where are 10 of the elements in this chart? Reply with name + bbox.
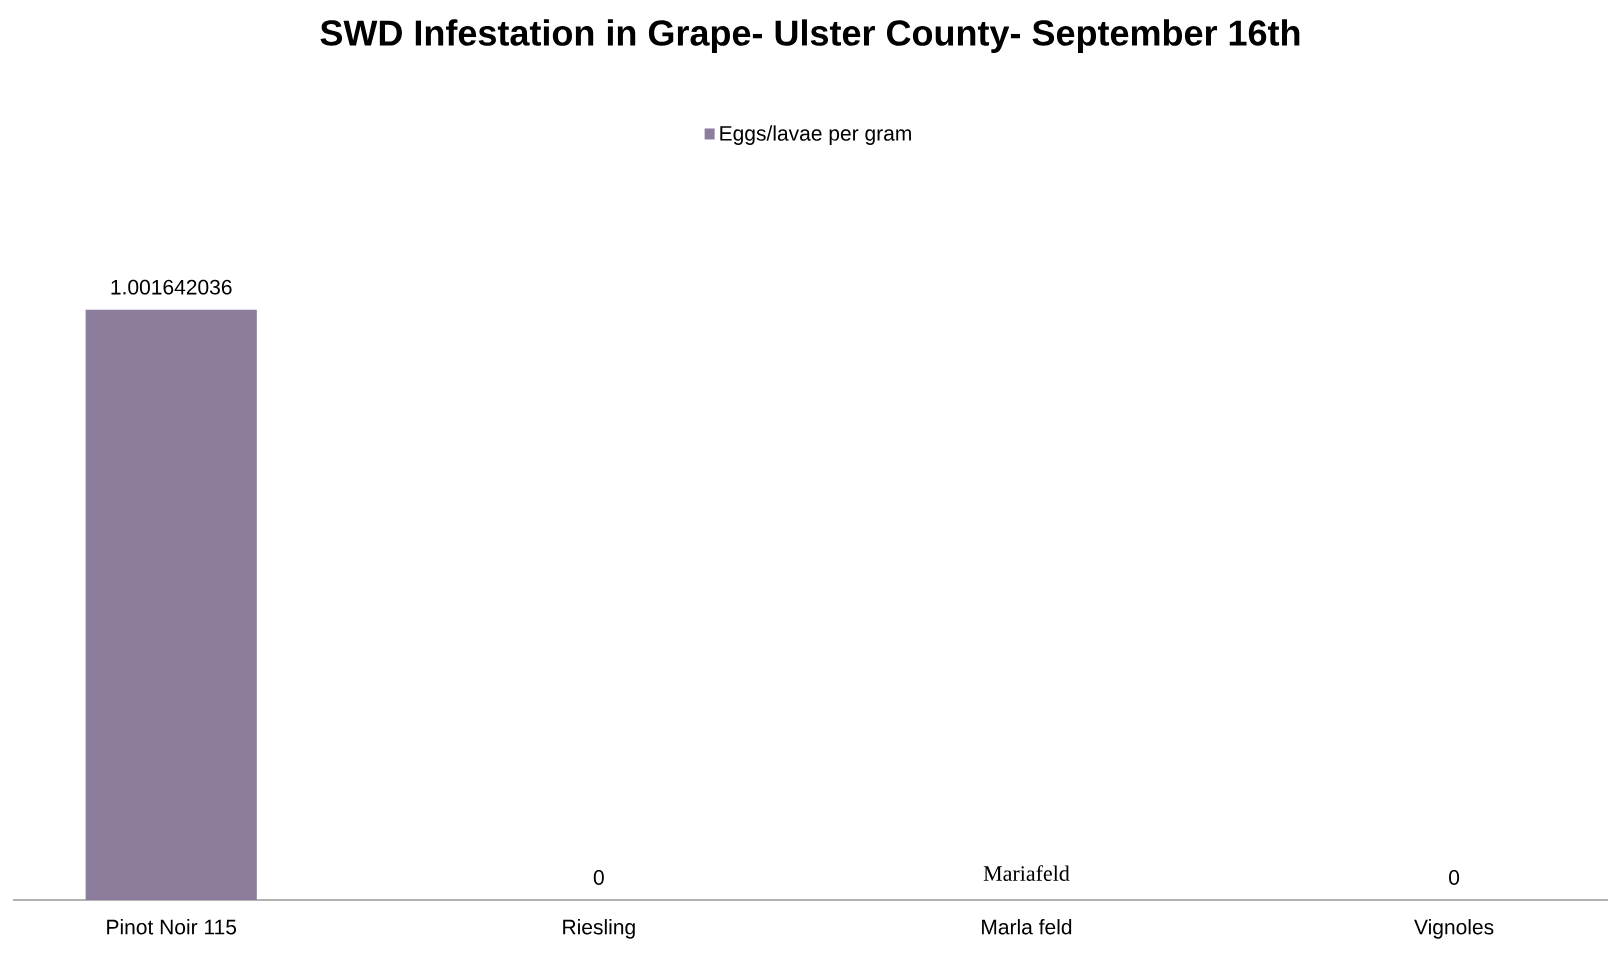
data-label: 1.001642036 — [111, 279, 232, 295]
annotation: Mariafeld — [983, 865, 1070, 881]
chart-title: SWD Infestation in Grape- Ulster County- September 16th — [320, 19, 1300, 53]
data-label: 0 — [1449, 870, 1460, 885]
legend-label: Eggs/lavae per gram — [720, 125, 911, 145]
x-tick-label: Vignoles — [1414, 919, 1494, 939]
x-tick-label: Marla feld — [982, 919, 1072, 935]
data-label: 0 — [593, 870, 604, 885]
x-tick-label: Pinot Noir 115 — [107, 919, 237, 935]
x-tick-label: Riesling — [563, 919, 635, 939]
